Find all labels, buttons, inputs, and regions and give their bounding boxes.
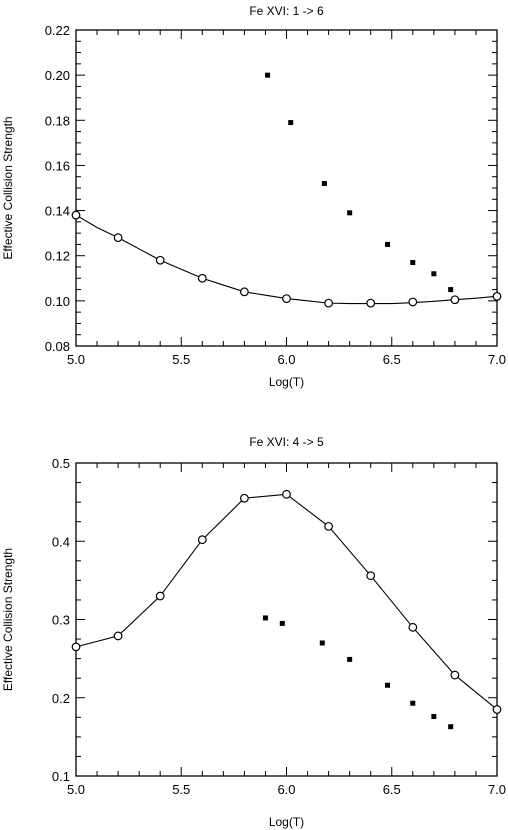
y-tick-label: 0.16 (45, 158, 70, 173)
open-circle-point (324, 521, 334, 531)
open-circle-point (155, 591, 165, 601)
y-tick-label: 0.1 (52, 769, 70, 784)
chart-panel-2: Fe XVI: 4 -> 5 Log(T) Effective Collision … (1, 435, 506, 829)
y-tick-label: 0.14 (45, 204, 70, 219)
filled-square-point (262, 615, 268, 621)
x-tick-label: 5.5 (172, 782, 190, 797)
open-circle-point (324, 298, 334, 308)
filled-square-point (347, 210, 353, 216)
open-circle-point (282, 489, 291, 499)
filled-square-point (410, 700, 416, 706)
filled-square-point (347, 656, 353, 662)
y-tick-label: 0.20 (45, 68, 70, 83)
open-circle-point (113, 233, 123, 243)
x-tick-label: 6.5 (383, 782, 401, 797)
open-circle-point (366, 298, 376, 308)
chart-panel-1: Fe XVI: 1 -> 6 Log(T) Effective Collision … (1, 4, 506, 389)
y-axis-label: Effective Collision Strength (1, 548, 15, 691)
filled-square-point (265, 72, 271, 78)
x-tick-label: 6.0 (277, 782, 295, 797)
open-circle-point (239, 493, 249, 503)
x-tick-label: 5.5 (172, 352, 190, 367)
x-axis-label: Log(T) (269, 375, 304, 389)
open-circle-point (492, 291, 502, 301)
y-tick-label: 0.08 (45, 339, 70, 354)
x-tick-label: 7.0 (488, 352, 506, 367)
y-tick-label: 0.22 (45, 23, 70, 38)
x-tick-label: 5.0 (67, 782, 85, 797)
x-axis-label: Log(T) (269, 815, 304, 829)
series-line (75, 214, 498, 305)
filled-square-point (410, 259, 416, 265)
open-circle-point (71, 642, 81, 652)
filled-square-point (431, 271, 437, 277)
filled-square-point (321, 180, 327, 186)
x-tick-label: 7.0 (488, 782, 506, 797)
open-circle-point (197, 535, 207, 545)
open-circle-point (282, 294, 291, 304)
open-circle-point (239, 287, 249, 297)
filled-square-point (385, 682, 391, 688)
chart-title: Fe XVI: 4 -> 5 (249, 435, 324, 449)
x-tick-label: 5.0 (67, 352, 85, 367)
y-tick-label: 0.4 (52, 534, 70, 549)
open-circle-point (155, 255, 165, 265)
open-circle-point (113, 631, 123, 641)
filled-square-point (448, 724, 454, 730)
y-tick-label: 0.2 (52, 691, 70, 706)
filled-square-point (288, 120, 294, 126)
y-tick-label: 0.12 (45, 249, 70, 264)
x-tick-label: 6.0 (277, 352, 295, 367)
y-tick-label: 0.3 (52, 613, 70, 628)
filled-square-point (385, 241, 391, 247)
y-tick-label: 0.5 (52, 456, 70, 471)
filled-square-point (431, 714, 437, 720)
open-circle-point (408, 297, 418, 307)
x-tick-label: 6.5 (383, 352, 401, 367)
open-circle-point (71, 210, 81, 220)
open-circle-point (408, 622, 418, 632)
chart-title: Fe XVI: 1 -> 6 (249, 4, 324, 18)
y-tick-label: 0.10 (45, 294, 70, 309)
open-circle-point (197, 273, 207, 283)
filled-square-point (448, 287, 454, 293)
open-circle-point (450, 295, 460, 305)
series-line (75, 493, 498, 710)
open-circle-point (366, 571, 376, 581)
plot-frame (75, 462, 498, 777)
y-tick-label: 0.18 (45, 113, 70, 128)
y-axis-label: Effective Collision Strength (1, 116, 15, 259)
filled-square-point (319, 640, 325, 646)
open-circle-point (492, 705, 502, 714)
filled-square-point (279, 620, 285, 626)
open-circle-point (450, 670, 460, 680)
